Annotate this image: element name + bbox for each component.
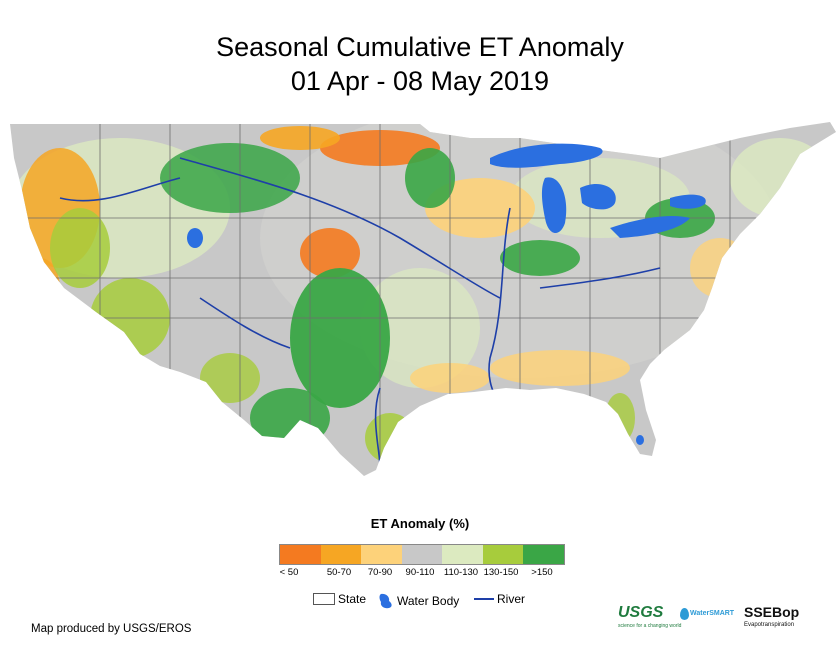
legend-label-110-130: 110-130 <box>443 567 479 578</box>
key-water-body: Water Body <box>377 592 459 610</box>
state-outline-icon <box>313 593 335 605</box>
legend-label-90-110: 90-110 <box>405 567 435 578</box>
map-credit: Map produced by USGS/EROS <box>31 623 192 635</box>
legend-swatch-lt50 <box>280 545 321 564</box>
legend-swatch-130-150 <box>482 545 523 564</box>
key-state: State <box>313 592 366 606</box>
water-body-icon <box>379 593 392 609</box>
legend-title: ET Anomaly (%) <box>370 516 470 531</box>
legend-label-lt50: < 50 <box>279 567 299 578</box>
map-title: Seasonal Cumulative ET Anomaly <box>216 32 624 62</box>
agency-logos: USGS science for a changing world WaterS… <box>618 604 818 636</box>
legend-color-ramp <box>279 544 565 565</box>
ssebop-logo: SSEBop <box>744 604 800 620</box>
legend-swatch-90-110 <box>401 545 442 564</box>
map-key: State Water Body River <box>0 592 840 610</box>
watersmart-logo: WaterSMART <box>690 610 735 617</box>
river-line-icon <box>474 598 494 600</box>
legend-swatch-50-70 <box>320 545 361 564</box>
legend-swatch-110-130 <box>442 545 483 564</box>
map-date-range: 01 Apr - 08 May 2019 <box>290 66 550 96</box>
legend-label-50-70: 50-70 <box>326 567 352 578</box>
key-water-label: Water Body <box>397 594 460 608</box>
key-state-label: State <box>338 592 367 606</box>
key-river: River <box>474 592 525 606</box>
legend-label-130-150: 130-150 <box>483 567 519 578</box>
water-drop-icon <box>680 608 689 620</box>
legend-label-gt150: >150 <box>531 567 553 578</box>
et-anomaly-map <box>10 122 836 476</box>
legend-labels: < 50 50-70 70-90 90-110 110-130 130-150 … <box>279 567 565 581</box>
usgs-logo: USGS <box>618 604 664 621</box>
legend-swatch-gt150 <box>523 545 564 564</box>
usgs-tagline: science for a changing world <box>618 623 682 629</box>
legend-swatch-70-90 <box>361 545 402 564</box>
key-river-label: River <box>497 592 526 606</box>
legend-label-70-90: 70-90 <box>367 567 393 578</box>
ssebop-subtitle: Evapotranspiration <box>744 622 795 628</box>
